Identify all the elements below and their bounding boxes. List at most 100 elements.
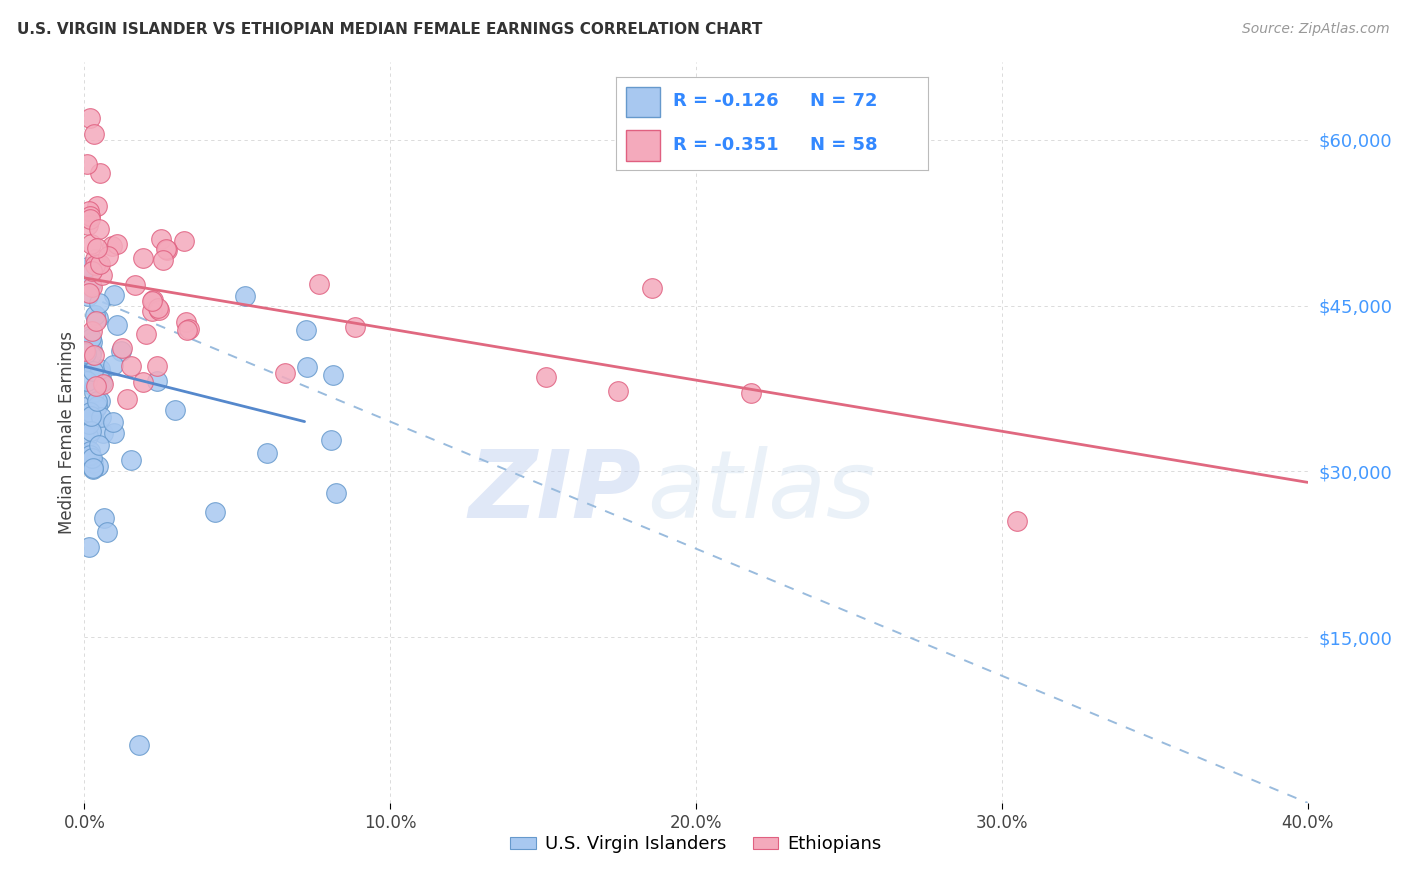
Ethiopians	[641, 281, 664, 295]
U.S. Virgin Islanders	[233, 289, 256, 303]
Ethiopians	[86, 257, 108, 271]
U.S. Virgin Islanders	[87, 458, 110, 473]
U.S. Virgin Islanders	[87, 296, 110, 310]
U.S. Virgin Islanders	[90, 410, 112, 425]
Ethiopians	[111, 341, 134, 355]
Ethiopians	[308, 277, 330, 292]
Ethiopians	[142, 293, 165, 308]
U.S. Virgin Islanders	[83, 380, 105, 394]
U.S. Virgin Islanders	[89, 362, 111, 376]
U.S. Virgin Islanders	[75, 400, 97, 414]
U.S. Virgin Islanders	[103, 358, 125, 372]
U.S. Virgin Islanders	[86, 400, 108, 414]
U.S. Virgin Islanders	[101, 416, 124, 430]
Ethiopians	[91, 376, 114, 391]
Ethiopians	[76, 219, 98, 233]
U.S. Virgin Islanders	[76, 260, 98, 274]
Ethiopians	[75, 344, 97, 359]
U.S. Virgin Islanders	[75, 346, 97, 360]
Ethiopians	[173, 234, 195, 248]
U.S. Virgin Islanders	[105, 318, 128, 333]
Ethiopians	[89, 257, 111, 271]
U.S. Virgin Islanders	[83, 308, 105, 322]
Ethiopians	[105, 236, 128, 251]
U.S. Virgin Islanders	[80, 331, 103, 345]
U.S. Virgin Islanders	[96, 525, 118, 540]
Ethiopians	[77, 285, 100, 300]
Ethiopians	[146, 359, 169, 373]
U.S. Virgin Islanders	[128, 739, 150, 753]
Ethiopians	[149, 232, 172, 246]
Ethiopians	[79, 111, 101, 125]
Ethiopians	[534, 369, 557, 384]
Ethiopians	[274, 366, 297, 380]
U.S. Virgin Islanders	[80, 409, 103, 424]
U.S. Virgin Islanders	[87, 310, 110, 325]
U.S. Virgin Islanders	[77, 353, 100, 368]
Ethiopians	[141, 294, 163, 309]
Ethiopians	[156, 243, 179, 257]
Ethiopians	[343, 320, 366, 334]
U.S. Virgin Islanders	[75, 349, 97, 363]
Ethiopians	[84, 258, 107, 272]
U.S. Virgin Islanders	[73, 347, 96, 361]
Ethiopians	[1005, 514, 1028, 528]
Ethiopians	[86, 199, 108, 213]
Y-axis label: Median Female Earnings: Median Female Earnings	[58, 331, 76, 534]
Ethiopians	[76, 157, 98, 171]
U.S. Virgin Islanders	[76, 374, 98, 388]
U.S. Virgin Islanders	[77, 417, 100, 432]
Ethiopians	[82, 264, 104, 278]
U.S. Virgin Islanders	[93, 511, 115, 525]
U.S. Virgin Islanders	[165, 403, 187, 417]
U.S. Virgin Islanders	[322, 368, 344, 383]
Text: Source: ZipAtlas.com: Source: ZipAtlas.com	[1241, 22, 1389, 37]
Ethiopians	[87, 222, 110, 236]
Ethiopians	[89, 166, 111, 180]
U.S. Virgin Islanders	[79, 405, 101, 419]
Ethiopians	[79, 212, 101, 227]
U.S. Virgin Islanders	[89, 394, 111, 409]
U.S. Virgin Islanders	[79, 335, 101, 350]
Ethiopians	[83, 348, 105, 362]
U.S. Virgin Islanders	[294, 323, 316, 337]
Ethiopians	[100, 239, 122, 253]
U.S. Virgin Islanders	[73, 339, 96, 353]
Ethiopians	[79, 209, 101, 223]
Ethiopians	[155, 242, 177, 256]
Ethiopians	[176, 323, 198, 337]
U.S. Virgin Islanders	[79, 328, 101, 343]
U.S. Virgin Islanders	[76, 289, 98, 303]
U.S. Virgin Islanders	[80, 408, 103, 422]
U.S. Virgin Islanders	[295, 359, 318, 374]
U.S. Virgin Islanders	[110, 344, 132, 359]
Ethiopians	[80, 237, 103, 252]
U.S. Virgin Islanders	[120, 453, 142, 467]
Ethiopians	[132, 251, 155, 265]
Ethiopians	[148, 302, 170, 317]
Ethiopians	[77, 204, 100, 219]
Ethiopians	[82, 279, 104, 293]
U.S. Virgin Islanders	[82, 364, 104, 378]
U.S. Virgin Islanders	[103, 288, 125, 302]
Ethiopians	[607, 384, 630, 398]
U.S. Virgin Islanders	[80, 361, 103, 376]
U.S. Virgin Islanders	[89, 438, 111, 452]
Ethiopians	[177, 322, 200, 336]
Ethiopians	[131, 375, 153, 389]
Ethiopians	[152, 252, 174, 267]
U.S. Virgin Islanders	[82, 456, 104, 470]
Text: atlas: atlas	[647, 446, 876, 537]
U.S. Virgin Islanders	[80, 334, 103, 349]
U.S. Virgin Islanders	[146, 375, 169, 389]
Text: U.S. VIRGIN ISLANDER VS ETHIOPIAN MEDIAN FEMALE EARNINGS CORRELATION CHART: U.S. VIRGIN ISLANDER VS ETHIOPIAN MEDIAN…	[17, 22, 762, 37]
Ethiopians	[82, 324, 104, 338]
U.S. Virgin Islanders	[256, 446, 278, 460]
U.S. Virgin Islanders	[103, 425, 125, 440]
Text: ZIP: ZIP	[468, 446, 641, 538]
U.S. Virgin Islanders	[80, 276, 103, 290]
U.S. Virgin Islanders	[82, 410, 104, 425]
Ethiopians	[120, 359, 142, 374]
Legend: U.S. Virgin Islanders, Ethiopians: U.S. Virgin Islanders, Ethiopians	[503, 828, 889, 861]
Ethiopians	[146, 301, 169, 316]
